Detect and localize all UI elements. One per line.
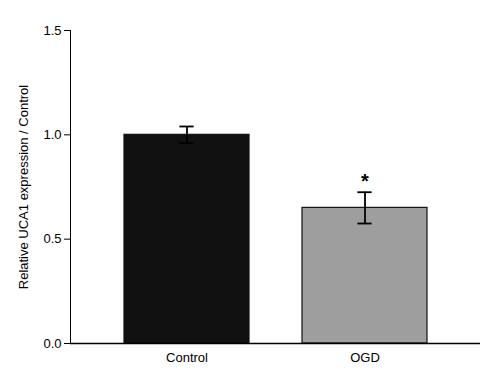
- svg-text:0.0: 0.0: [43, 336, 61, 351]
- svg-text:0.5: 0.5: [43, 231, 61, 246]
- svg-text:OGD: OGD: [350, 350, 380, 365]
- svg-text:Relative UCA1 expression / Con: Relative UCA1 expression / Control: [16, 85, 31, 290]
- svg-text:*: *: [361, 170, 369, 192]
- svg-text:1.0: 1.0: [43, 127, 61, 142]
- svg-text:Control: Control: [166, 350, 208, 365]
- svg-text:1.5: 1.5: [43, 23, 61, 38]
